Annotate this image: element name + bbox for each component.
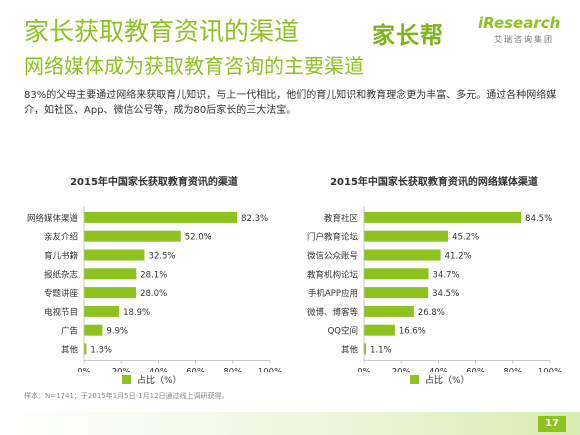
data-label: 28.0% xyxy=(140,289,167,299)
page-subtitle: 网络媒体成为获取教育咨询的主要渠道 xyxy=(24,54,364,78)
page-number: 17 xyxy=(538,416,566,432)
bar xyxy=(364,268,429,280)
x-tick-label: 100% xyxy=(258,367,282,372)
category-label: 亲友介绍 xyxy=(44,232,78,243)
legend-swatch xyxy=(122,375,131,384)
channels-bar-chart: 2015年中国家长获取教育资讯的渠道网络媒体渠道 82.3% 亲友介绍 52.0% 育儿… xyxy=(14,172,294,397)
x-tick-label: 100% xyxy=(538,367,562,372)
category-label: 其他 xyxy=(341,345,359,356)
data-label: 84.5% xyxy=(525,214,552,224)
data-label: 45.2% xyxy=(452,233,479,243)
x-tick-label: 0% xyxy=(357,367,371,372)
iresearch-logo-subtext: 艾瑞咨询集团 xyxy=(494,35,554,44)
data-label: 16.6% xyxy=(399,327,426,337)
data-label: 41.2% xyxy=(445,252,472,262)
legend-chart-1: 占比（%） xyxy=(122,373,182,386)
data-label: 34.7% xyxy=(433,270,460,280)
iresearch-logo-text: iResearch xyxy=(478,14,561,32)
bar xyxy=(364,287,429,299)
online-channels-bar-chart: 2015年中国家长获取教育资讯的网络媒体渠道教育社区 84.5% 门户教育论坛 45.… xyxy=(294,172,574,397)
x-tick-label: 80% xyxy=(223,367,242,372)
legend-swatch xyxy=(410,375,419,384)
category-label: 教育机构论坛 xyxy=(307,269,359,280)
legend-label: 占比（%） xyxy=(137,376,182,386)
data-label: 32.5% xyxy=(148,252,175,262)
category-label: 教育社区 xyxy=(324,213,359,224)
bar xyxy=(364,305,414,317)
category-label: 广告 xyxy=(61,326,78,337)
page-title: 家长获取教育资讯的渠道 xyxy=(24,17,300,46)
bar xyxy=(364,211,522,223)
x-tick-label: 20% xyxy=(392,367,411,372)
data-label: 18.9% xyxy=(123,308,150,318)
footer-band xyxy=(0,412,580,435)
category-label: 电视节目 xyxy=(44,307,78,318)
bar xyxy=(84,211,238,223)
bar xyxy=(84,305,120,317)
bar xyxy=(84,268,137,280)
category-label: 其他 xyxy=(61,345,79,356)
x-tick-label: 60% xyxy=(186,367,205,372)
bar xyxy=(364,230,449,242)
data-label: 82.3% xyxy=(241,214,268,224)
data-label: 1.1% xyxy=(370,346,392,356)
x-tick-label: 40% xyxy=(429,367,448,372)
category-label: 微信公众账号 xyxy=(307,251,358,262)
data-label: 1.3% xyxy=(90,346,112,356)
category-label: 育儿书籍 xyxy=(44,251,78,262)
bar xyxy=(84,324,103,336)
data-label: 34.5% xyxy=(432,289,459,299)
x-tick-label: 40% xyxy=(149,367,168,372)
category-label: 门户教育论坛 xyxy=(307,232,359,243)
bar xyxy=(364,343,367,355)
data-label: 26.8% xyxy=(418,308,445,318)
category-label: 手机APP应用 xyxy=(308,288,358,299)
x-tick-label: 0% xyxy=(77,367,91,372)
data-label: 28.1% xyxy=(140,270,167,280)
chart-title: 2015年中国家长获取教育资讯的渠道 xyxy=(70,175,238,188)
bar xyxy=(364,324,395,336)
category-label: 微博、博客等 xyxy=(307,307,359,318)
bar xyxy=(364,249,441,261)
category-label: 报纸杂志 xyxy=(44,269,79,280)
category-label: 专题讲座 xyxy=(44,288,79,299)
category-label: 网络媒体渠道 xyxy=(27,213,79,224)
data-label: 9.9% xyxy=(106,327,128,337)
bar xyxy=(84,230,181,242)
legend-chart-2: 占比（%） xyxy=(410,373,470,386)
x-tick-label: 60% xyxy=(466,367,485,372)
bar xyxy=(84,287,137,299)
chart-title: 2015年中国家长获取教育资讯的网络媒体渠道 xyxy=(330,175,538,188)
legend-label: 占比（%） xyxy=(425,376,470,386)
data-label: 52.0% xyxy=(185,233,212,243)
jiazhangbang-logo: 家长帮 xyxy=(372,23,444,49)
category-label: QQ空间 xyxy=(328,326,358,337)
x-tick-label: 80% xyxy=(503,367,522,372)
sample-note: 样本：N=1741；于2015年1月5日-1月12日通过线上调研获得。 xyxy=(24,392,229,400)
bar xyxy=(84,343,87,355)
lead-paragraph: 83%的父母主要通过网络来获取育儿知识，与上一代相比，他们的育儿知识和教育理念更… xyxy=(24,90,557,116)
iresearch-logo: iResearch 艾瑞咨询集团 xyxy=(478,14,568,50)
x-tick-label: 20% xyxy=(112,367,131,372)
bar xyxy=(84,249,145,261)
